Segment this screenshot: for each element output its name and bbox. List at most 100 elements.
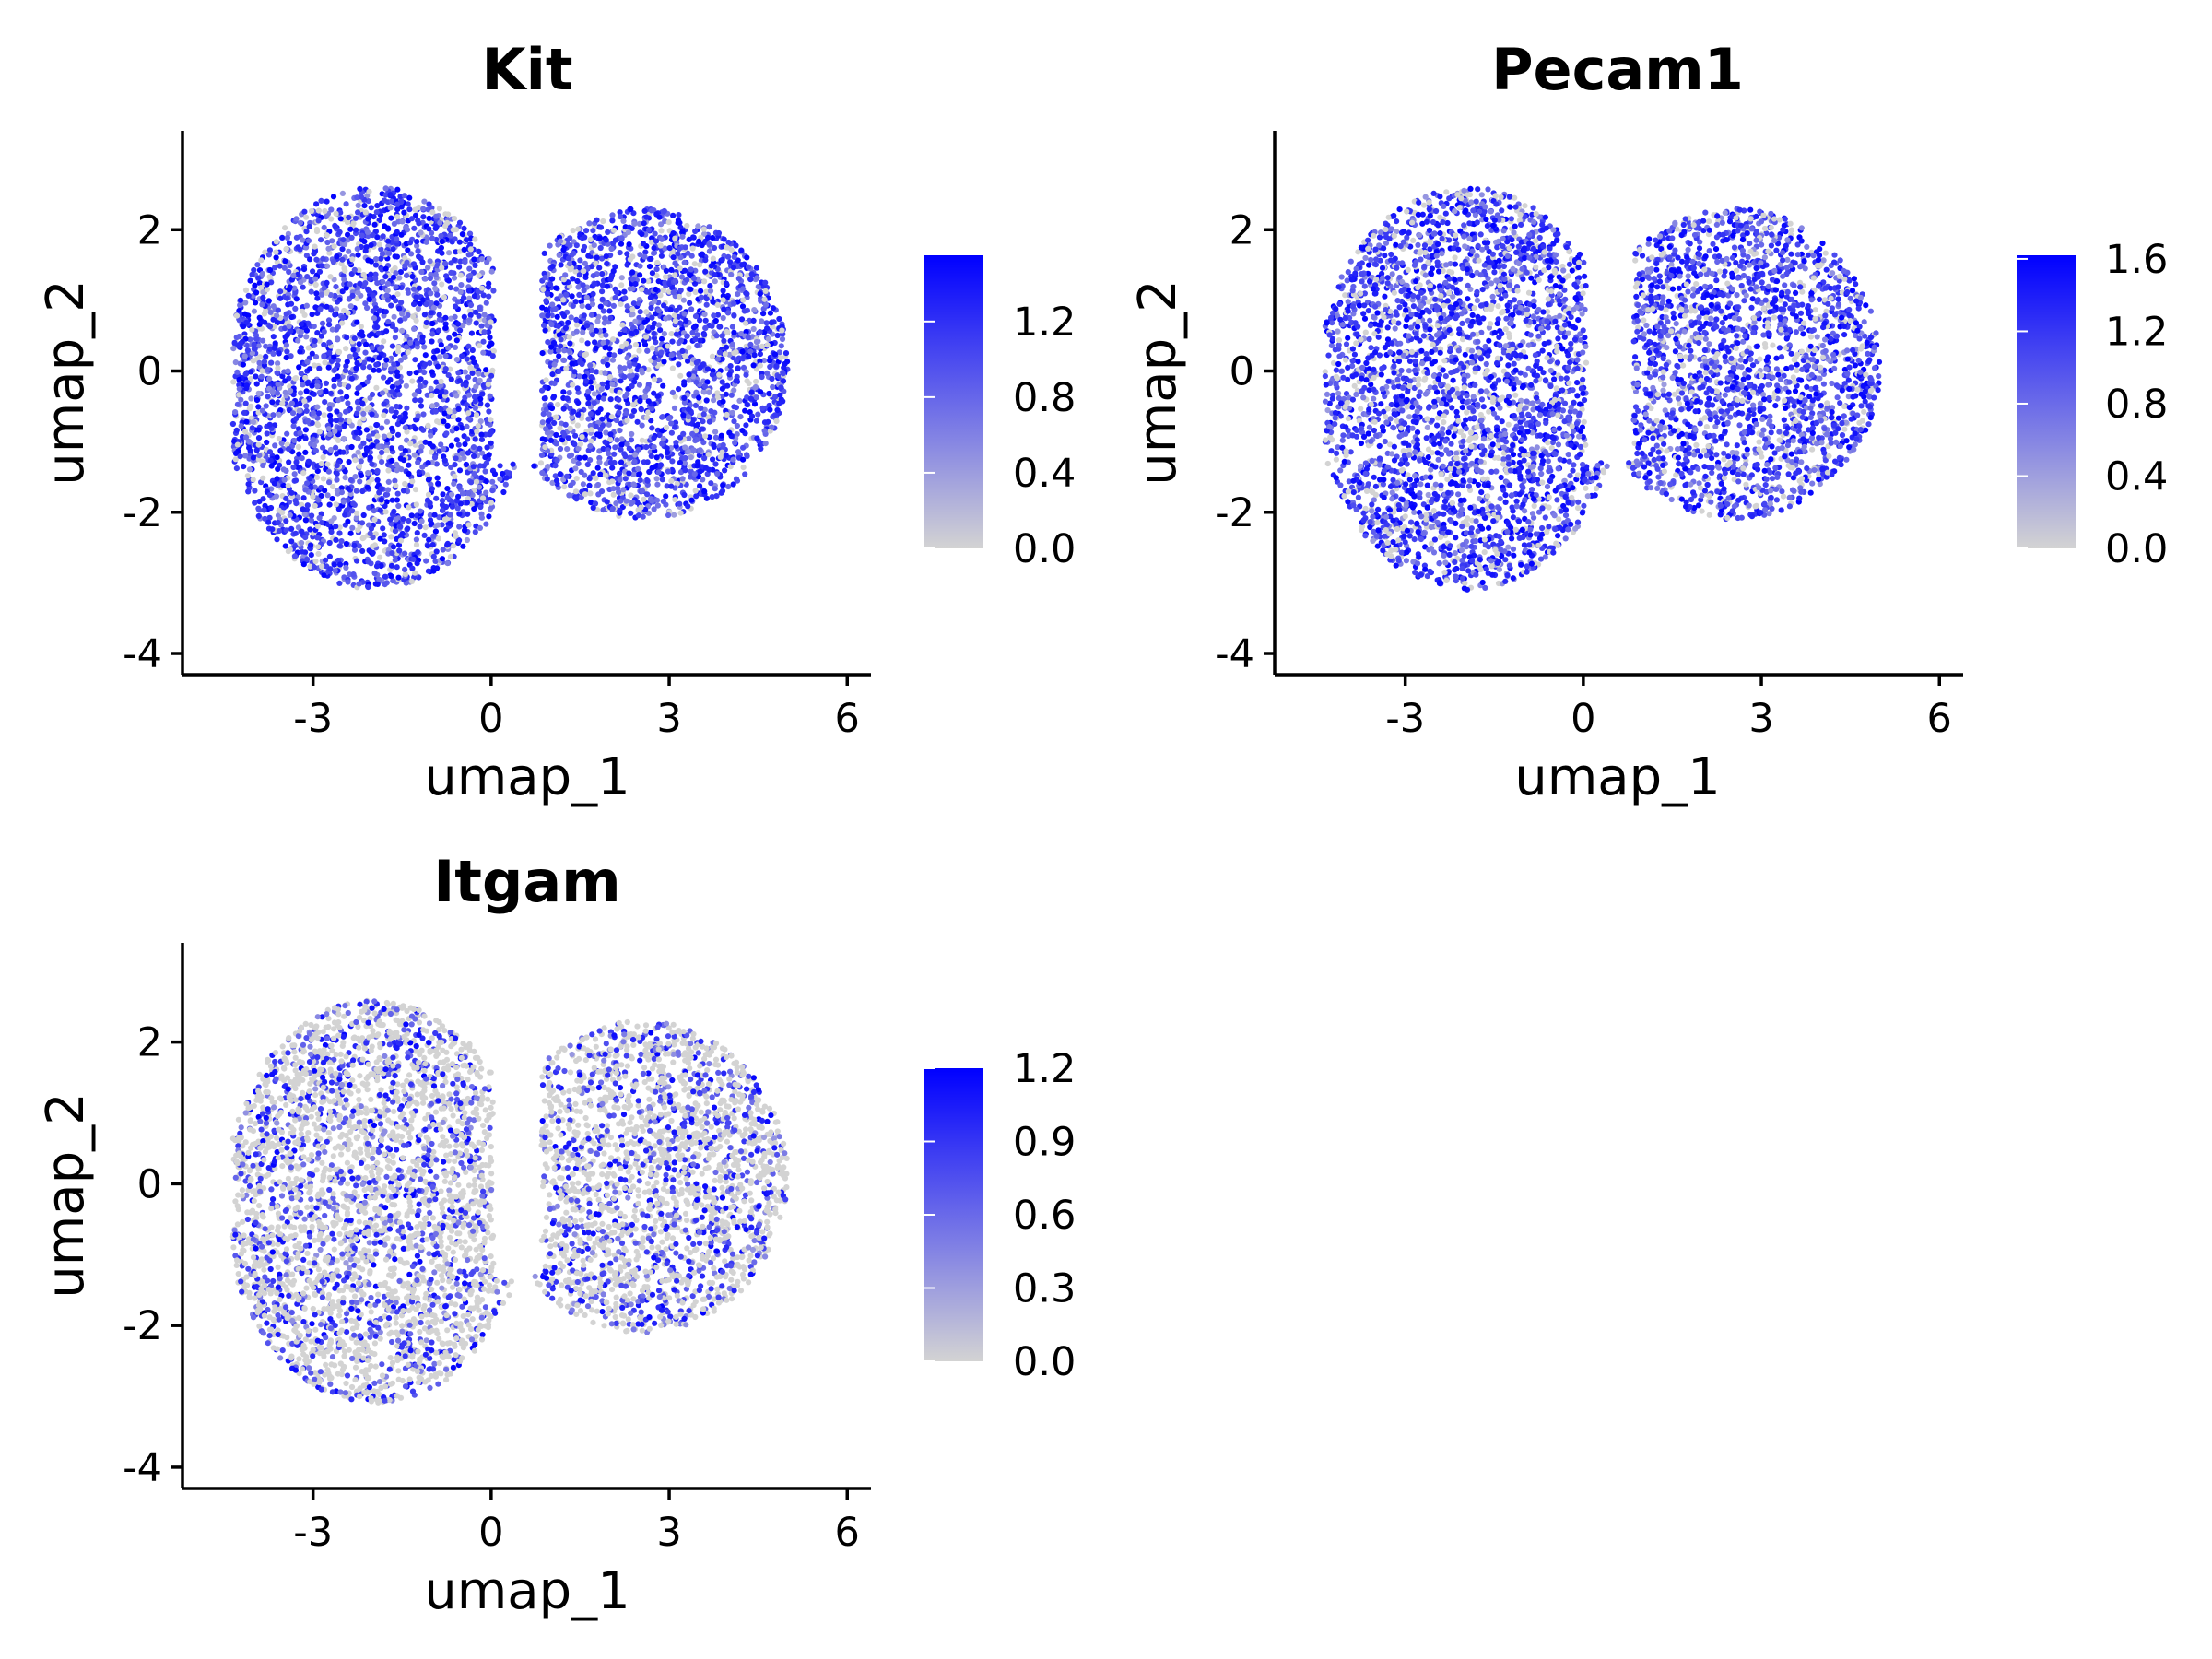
cell-point	[627, 454, 633, 461]
cell-point	[682, 353, 688, 359]
cell-point	[415, 248, 421, 254]
cell-point	[375, 443, 382, 450]
cell-point	[321, 353, 327, 359]
cell-point	[557, 425, 563, 431]
cell-point	[447, 285, 453, 291]
cell-point	[474, 429, 480, 435]
cell-point	[236, 392, 242, 398]
cell-point	[331, 243, 337, 250]
cell-point	[754, 275, 760, 281]
cell-point	[618, 235, 625, 241]
cell-point	[384, 487, 392, 493]
cell-point	[237, 340, 244, 347]
cell-point	[473, 309, 479, 315]
cell-point	[588, 427, 594, 433]
cell-point	[251, 266, 257, 274]
cell-point	[754, 435, 760, 441]
cell-point	[573, 328, 580, 335]
cell-point	[413, 370, 419, 376]
cell-point	[765, 418, 771, 425]
cell-point	[467, 272, 474, 278]
cell-point	[332, 428, 338, 435]
cell-point	[406, 517, 412, 524]
cell-point	[661, 331, 668, 337]
cell-point	[273, 254, 279, 261]
cell-point	[655, 278, 662, 285]
cell-point	[668, 429, 676, 436]
cell-point	[476, 371, 482, 377]
cell-point	[681, 311, 688, 317]
cell-point	[269, 389, 276, 395]
cell-point	[266, 421, 273, 428]
cell-point	[464, 356, 470, 362]
cell-point	[745, 335, 751, 341]
cell-point	[574, 385, 581, 392]
cell-point	[677, 510, 684, 516]
cell-point	[623, 498, 629, 504]
cell-point	[429, 486, 435, 492]
cell-point	[321, 572, 327, 579]
cell-point	[464, 402, 470, 408]
cell-point	[539, 436, 546, 442]
cell-point	[668, 331, 675, 337]
cell-point	[651, 443, 657, 451]
cell-point	[609, 218, 616, 224]
cell-point	[604, 260, 610, 267]
cell-point	[459, 353, 465, 359]
cell-point	[381, 401, 387, 407]
cell-point	[678, 274, 686, 280]
cell-point	[420, 206, 427, 212]
cell-point	[646, 468, 653, 476]
cell-point	[352, 351, 359, 359]
cell-point	[421, 532, 428, 539]
cell-point	[543, 298, 549, 304]
cell-point	[668, 477, 675, 485]
cell-point	[649, 270, 656, 276]
cell-point	[371, 542, 378, 548]
cell-point	[686, 236, 692, 242]
cell-point	[357, 280, 363, 287]
cell-point	[686, 448, 692, 454]
cell-point	[456, 467, 464, 474]
cell-point	[502, 481, 509, 488]
cell-point	[245, 488, 252, 495]
cell-point	[635, 446, 641, 453]
cell-point	[398, 231, 405, 238]
cell-point	[441, 457, 448, 464]
cell-point	[599, 296, 606, 302]
cell-point	[346, 248, 352, 254]
cell-point	[461, 313, 467, 320]
cell-point	[311, 251, 317, 257]
cell-point	[643, 214, 650, 220]
cell-point	[621, 451, 628, 457]
cell-point	[638, 406, 644, 413]
cell-point	[553, 285, 559, 291]
cell-point	[488, 440, 494, 446]
cell-point	[566, 255, 572, 262]
cell-point	[456, 239, 463, 245]
cell-point	[329, 326, 335, 333]
cell-point	[764, 342, 771, 348]
cell-point	[441, 445, 447, 453]
cell-point	[748, 413, 756, 419]
cell-point	[700, 411, 707, 418]
cell-point	[340, 499, 347, 505]
cell-point	[348, 234, 355, 241]
cell-point	[746, 354, 752, 360]
cell-point	[448, 260, 454, 266]
cell-point	[549, 301, 556, 308]
cell-point	[382, 509, 389, 515]
cell-point	[354, 558, 360, 564]
cell-point	[356, 425, 362, 431]
cell-point	[427, 275, 433, 282]
cell-point	[445, 372, 452, 379]
cell-point	[657, 462, 665, 468]
cell-point	[603, 237, 609, 243]
cell-point	[425, 568, 431, 574]
cell-point	[340, 449, 347, 455]
cell-point	[422, 524, 429, 531]
cell-point	[600, 308, 607, 314]
cell-point	[341, 276, 347, 283]
cell-point	[406, 194, 413, 201]
cell-point	[716, 324, 723, 330]
